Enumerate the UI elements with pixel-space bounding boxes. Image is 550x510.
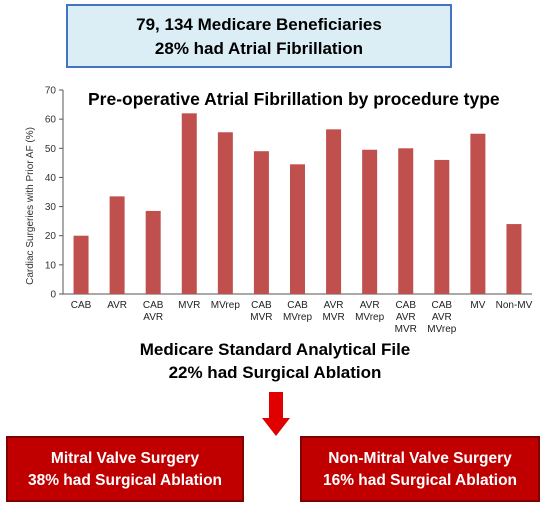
- x-tick-label: MVrep: [211, 300, 241, 311]
- x-tick-label: MVR: [178, 300, 200, 311]
- y-tick-label: 0: [50, 290, 56, 301]
- y-tick-label: 70: [45, 86, 57, 97]
- chart-title: Pre-operative Atrial Fibrillation by pro…: [88, 89, 500, 109]
- y-tick-label: 10: [45, 260, 57, 271]
- x-tick-label: Non-MV: [496, 300, 533, 311]
- x-tick-label: AVR: [143, 312, 163, 323]
- y-tick-label: 40: [45, 173, 57, 184]
- bar: [181, 113, 197, 294]
- x-tick-label: AVR: [360, 300, 380, 311]
- x-tick-label: MVR: [322, 312, 344, 323]
- x-tick-label: CAB: [71, 300, 92, 311]
- header-line-2: 28% had Atrial Fibrillation: [154, 39, 364, 58]
- x-tick-label: MVR: [250, 312, 272, 323]
- mitral-valve-box: Mitral Valve Surgery 38% had Surgical Ab…: [6, 436, 244, 502]
- down-arrow-icon: [262, 392, 290, 436]
- bar: [290, 164, 305, 294]
- x-tick-label: AVR: [396, 312, 416, 323]
- bar: [145, 210, 161, 294]
- bar: [109, 196, 125, 294]
- y-tick-label: 30: [45, 202, 57, 213]
- y-tick-label: 50: [45, 144, 57, 155]
- bar: [362, 149, 378, 294]
- header-line-1: 79, 134 Medicare Beneficiaries: [136, 15, 382, 34]
- x-tick-label: CAB: [395, 300, 416, 311]
- y-tick-label: 60: [45, 115, 57, 126]
- mitral-box-line-2: 38% had Surgical Ablation: [27, 472, 223, 489]
- bar: [326, 129, 342, 294]
- bar: [506, 224, 522, 294]
- x-tick-label: MVrep: [355, 312, 385, 323]
- bar: [253, 151, 269, 294]
- x-tick-label: CAB: [432, 300, 453, 311]
- x-tick-label: CAB: [287, 300, 308, 311]
- bar: [470, 133, 486, 294]
- bars: [73, 113, 522, 294]
- non-mitral-box-line-1: Non-Mitral Valve Surgery: [328, 450, 512, 467]
- x-tick-label: MV: [470, 300, 485, 311]
- non-mitral-box-line-2: 16% had Surgical Ablation: [322, 472, 518, 489]
- bar: [73, 235, 89, 294]
- x-tick-label: CAB: [251, 300, 272, 311]
- bar: [434, 159, 450, 294]
- x-tick-label: AVR: [432, 312, 452, 323]
- middle-line-2: 22% had Surgical Ablation: [168, 363, 382, 382]
- header-box: 79, 134 Medicare Beneficiaries 28% had A…: [66, 4, 452, 68]
- mitral-box-line-1: Mitral Valve Surgery: [50, 450, 200, 467]
- x-tick-label: AVR: [107, 300, 127, 311]
- y-axis-label: Cardiac Surgeries with Prior AF (%): [25, 127, 36, 285]
- x-tick-label: MVR: [395, 324, 417, 335]
- y-tick-label: 20: [45, 231, 57, 242]
- x-tick-label: AVR: [324, 300, 344, 311]
- bar: [398, 148, 414, 294]
- x-tick-label: MVrep: [283, 312, 313, 323]
- x-tick-label: CAB: [143, 300, 164, 311]
- analytical-file-text: Medicare Standard Analytical File 22% ha…: [0, 338, 550, 384]
- af-bar-chart: Pre-operative Atrial Fibrillation by pro…: [25, 86, 533, 336]
- x-tick-label: MVrep: [427, 324, 457, 335]
- y-ticks: 0 10 20 30 40 50 60 70: [45, 86, 63, 301]
- middle-line-1: Medicare Standard Analytical File: [139, 340, 411, 359]
- bar: [217, 132, 233, 294]
- non-mitral-valve-box: Non-Mitral Valve Surgery 16% had Surgica…: [300, 436, 540, 502]
